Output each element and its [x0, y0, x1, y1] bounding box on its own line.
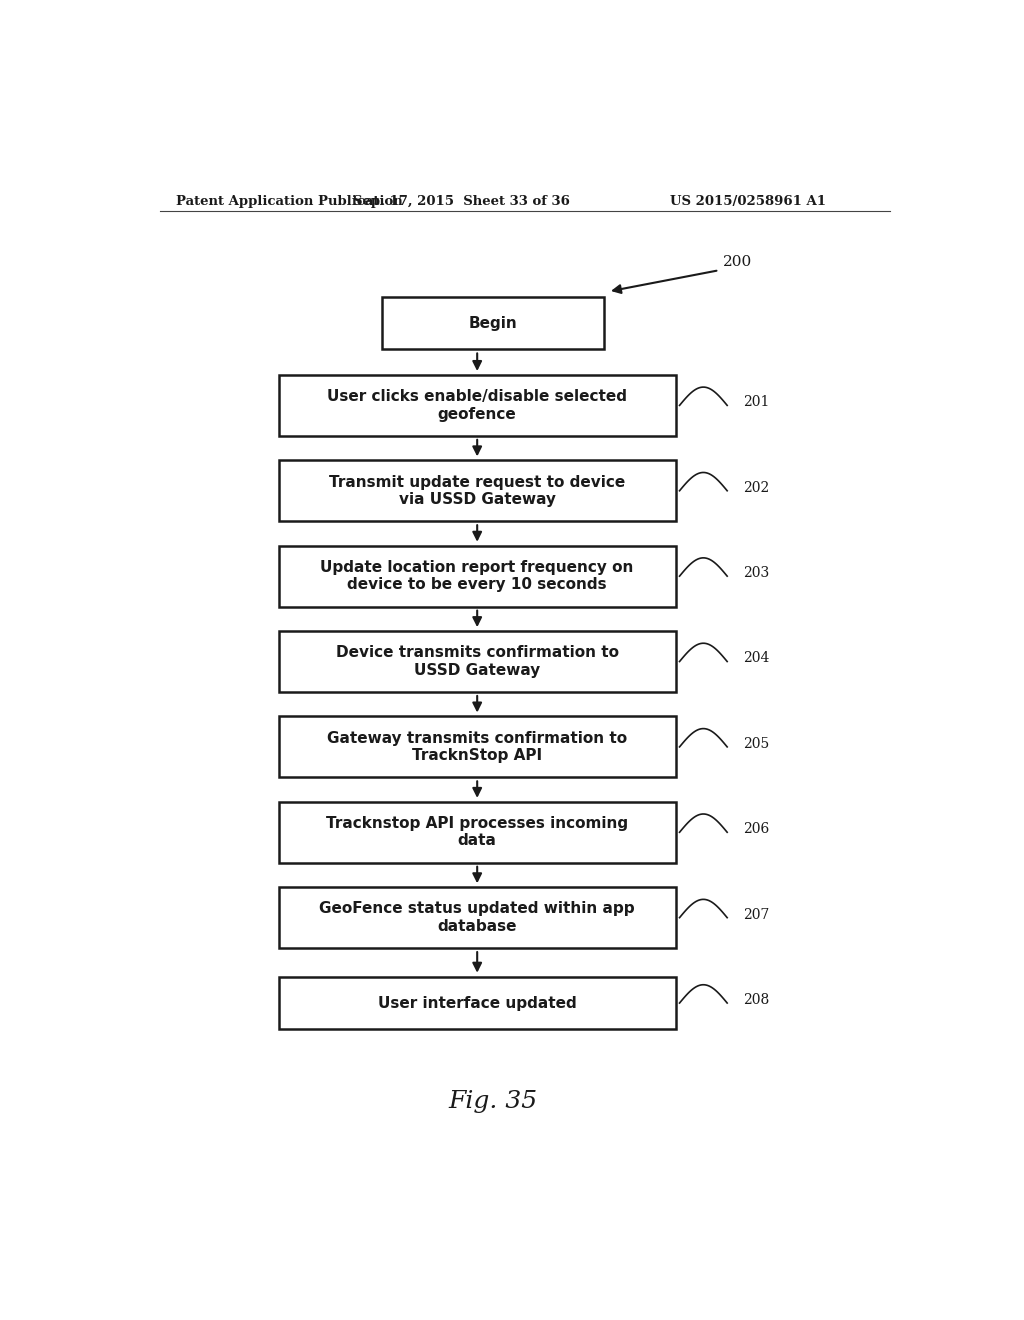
- Text: User clicks enable/disable selected
geofence: User clicks enable/disable selected geof…: [328, 389, 627, 421]
- Text: 207: 207: [743, 908, 769, 921]
- Text: 201: 201: [743, 395, 769, 409]
- Text: Sep. 17, 2015  Sheet 33 of 36: Sep. 17, 2015 Sheet 33 of 36: [353, 194, 569, 207]
- FancyBboxPatch shape: [382, 297, 604, 350]
- Text: Begin: Begin: [469, 315, 517, 330]
- FancyBboxPatch shape: [279, 717, 676, 777]
- Text: Patent Application Publication: Patent Application Publication: [176, 194, 402, 207]
- Text: 205: 205: [743, 737, 769, 751]
- FancyBboxPatch shape: [279, 545, 676, 607]
- FancyBboxPatch shape: [279, 887, 676, 948]
- Text: 200: 200: [723, 255, 753, 269]
- Text: Gateway transmits confirmation to
TracknStop API: Gateway transmits confirmation to Trackn…: [327, 731, 628, 763]
- Text: 203: 203: [743, 566, 769, 579]
- Text: US 2015/0258961 A1: US 2015/0258961 A1: [671, 194, 826, 207]
- Text: 208: 208: [743, 993, 769, 1007]
- FancyBboxPatch shape: [279, 375, 676, 436]
- Text: 202: 202: [743, 480, 769, 495]
- Text: Fig. 35: Fig. 35: [449, 1090, 538, 1113]
- Text: User interface updated: User interface updated: [378, 995, 577, 1011]
- FancyBboxPatch shape: [279, 461, 676, 521]
- Text: 206: 206: [743, 822, 769, 837]
- FancyBboxPatch shape: [279, 631, 676, 692]
- FancyBboxPatch shape: [279, 801, 676, 863]
- Text: Tracknstop API processes incoming
data: Tracknstop API processes incoming data: [326, 816, 629, 849]
- Text: Update location report frequency on
device to be every 10 seconds: Update location report frequency on devi…: [321, 560, 634, 593]
- FancyBboxPatch shape: [279, 977, 676, 1030]
- Text: Transmit update request to device
via USSD Gateway: Transmit update request to device via US…: [329, 475, 626, 507]
- Text: 204: 204: [743, 652, 769, 665]
- Text: GeoFence status updated within app
database: GeoFence status updated within app datab…: [319, 902, 635, 933]
- Text: Device transmits confirmation to
USSD Gateway: Device transmits confirmation to USSD Ga…: [336, 645, 618, 677]
